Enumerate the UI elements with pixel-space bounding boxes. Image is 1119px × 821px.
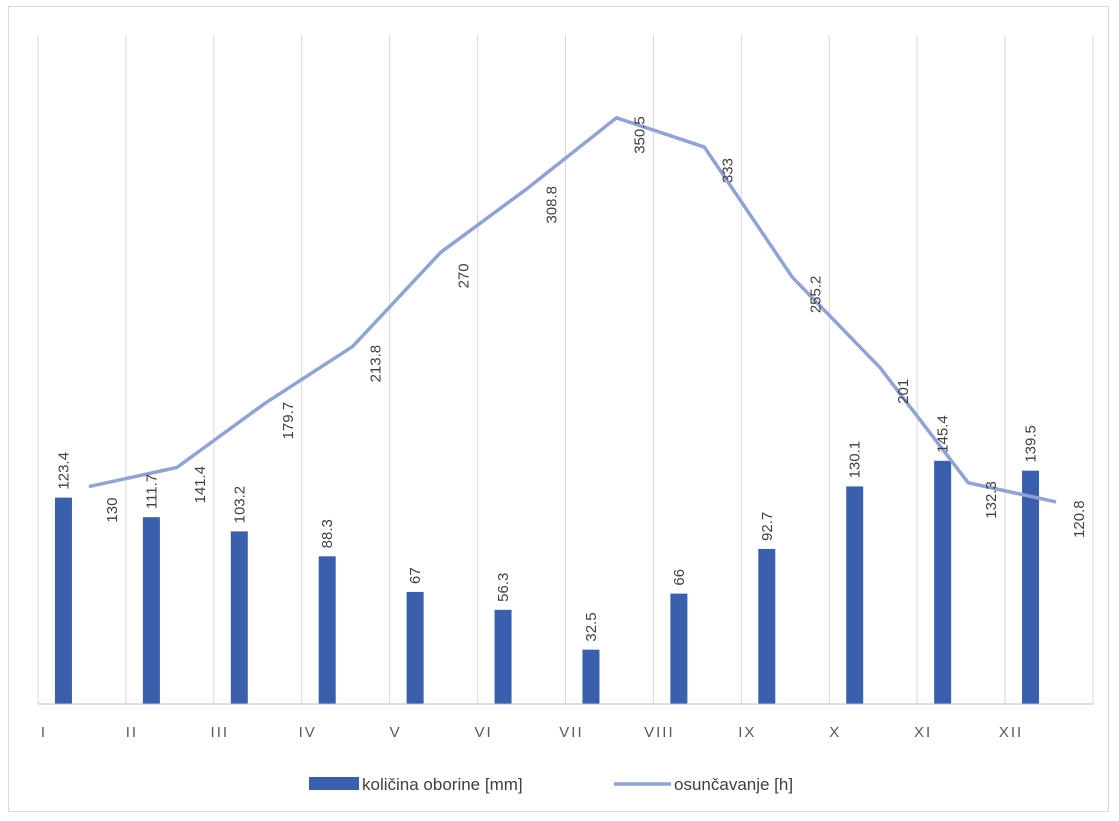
tick-label-XII: XII (999, 724, 1023, 741)
line-value-label-III: 179.7 (280, 402, 297, 440)
line-value-label-IX: 255.2 (807, 276, 824, 314)
bar-VII (582, 649, 600, 704)
line-value-label-XII: 120.8 (1071, 500, 1088, 538)
tick-label-III: III (211, 724, 230, 741)
bar-X (846, 486, 864, 704)
labels-layer: 123.4 I 111.7 II 103.2 III 88.3 IV 67 V 56.3 VI 32.5… (41, 116, 1088, 741)
bar-II (142, 517, 160, 704)
legend-swatch-bar (309, 777, 359, 790)
bar-I (54, 497, 72, 704)
line-value-label-XI: 132.3 (983, 481, 1000, 519)
bar-value-label-V: 67 (407, 567, 424, 584)
chart-frame: 123.4 I 111.7 II 103.2 III 88.3 IV 67 V 56.3 VI 32.5… (8, 6, 1109, 812)
line-value-label-V: 270 (456, 263, 473, 288)
line-series-osuncavanje (88, 116, 1057, 504)
bar-VIII (670, 593, 688, 704)
bar-value-label-XI: 145.4 (935, 415, 952, 453)
line-value-label-I: 130 (104, 498, 121, 523)
bar-value-label-III: 103.2 (231, 486, 248, 524)
bar-XII (1022, 470, 1040, 704)
bar-value-label-VIII: 66 (671, 569, 688, 586)
chart-svg: 123.4 I 111.7 II 103.2 III 88.3 IV 67 V 56.3 VI 32.5… (37, 35, 1094, 794)
bar-value-label-VII: 32.5 (583, 612, 600, 641)
tick-label-VII: VII (559, 724, 583, 741)
bar-IX (758, 548, 776, 704)
tick-label-IX: IX (738, 724, 756, 741)
bar-value-label-XII: 139.5 (1023, 425, 1040, 463)
line-value-label-VII: 350.5 (631, 116, 648, 154)
bar-value-label-IX: 92.7 (759, 512, 776, 541)
tick-label-V: V (390, 724, 402, 741)
bar-value-label-X: 130.1 (847, 441, 864, 479)
grid-layer (37, 35, 1094, 704)
bar-value-label-VI: 56.3 (495, 573, 512, 602)
line-value-label-IV: 213.8 (368, 345, 385, 383)
bar-value-label-I: 123.4 (55, 452, 72, 490)
bar-value-label-II: 111.7 (143, 474, 160, 509)
bar-IV (318, 556, 336, 704)
tick-label-IV: IV (299, 724, 317, 741)
line-value-label-VIII: 333 (719, 158, 736, 183)
line-layer (88, 116, 1057, 504)
tick-label-XI: XI (914, 724, 932, 741)
line-value-label-VI: 308.8 (544, 186, 561, 224)
legend-label-line: osunčavanje [h] (674, 775, 793, 794)
bar-XI (934, 460, 952, 704)
tick-label-I: I (41, 724, 47, 741)
legend-label-bar: količina oborine [mm] (362, 775, 523, 794)
bar-III (230, 531, 248, 704)
tick-label-VIII: VIII (644, 724, 675, 741)
tick-label-II: II (126, 724, 138, 741)
bar-V (406, 591, 424, 704)
legend: količina oborine [mm] osunčavanje [h] (309, 775, 793, 794)
line-value-label-X: 201 (895, 379, 912, 404)
tick-label-X: X (829, 724, 841, 741)
bars-layer (54, 460, 1040, 704)
line-value-label-II: 141.4 (192, 466, 209, 504)
bar-VI (494, 609, 512, 704)
bar-value-label-IV: 88.3 (319, 519, 336, 548)
tick-label-VI: VI (474, 724, 492, 741)
